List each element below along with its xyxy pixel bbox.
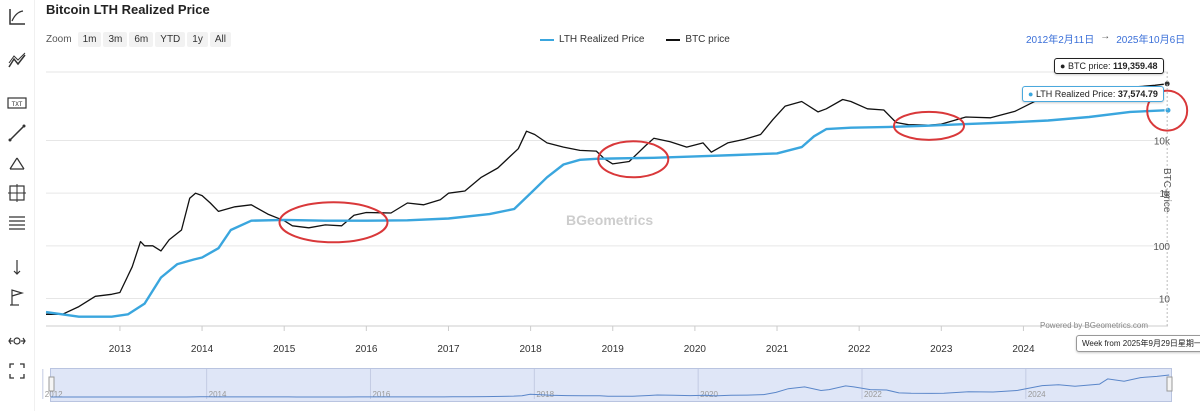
- zoom-3m-button[interactable]: 3m: [103, 32, 128, 47]
- legend-item-lth[interactable]: LTH Realized Price: [540, 34, 644, 45]
- btc-tooltip-value: 119,359.48: [1112, 61, 1158, 71]
- crosshair-icon[interactable]: [6, 182, 28, 204]
- axis-icon[interactable]: [6, 6, 28, 28]
- x-tick-label: 2015: [273, 344, 296, 355]
- zoom-bar: Zoom 1m 3m 6m YTD 1y All: [46, 32, 231, 47]
- btc-tooltip-label: BTC price:: [1067, 61, 1113, 71]
- zoom-label: Zoom: [46, 34, 72, 45]
- fullscreen-icon[interactable]: [6, 360, 28, 382]
- drawing-toolbar: TXT: [0, 0, 35, 411]
- watermark: BGeometrics: [566, 212, 654, 228]
- flag-icon[interactable]: [6, 286, 28, 308]
- date-from-input[interactable]: 2012年2月11日: [1026, 35, 1095, 46]
- x-tick-label: 2024: [1012, 344, 1035, 355]
- lth-realized-price-line: [45, 109, 1169, 318]
- lth-tooltip: ● LTH Realized Price: 37,574.79: [1022, 86, 1164, 102]
- chart-legend: LTH Realized Price BTC price: [540, 34, 730, 45]
- highlight-ellipse: [1146, 89, 1189, 132]
- credit-link[interactable]: Powered by BGeometrics.com: [1040, 321, 1149, 330]
- pitchfork-icon[interactable]: [6, 154, 28, 176]
- zoom-ytd-button[interactable]: YTD: [155, 32, 186, 47]
- y-tick-label: 100: [1153, 242, 1170, 253]
- x-tick-label: 2023: [930, 344, 953, 355]
- week-tooltip: Week from 2025年9月29日星期一: [1076, 335, 1200, 352]
- x-tick-label: 2020: [684, 344, 707, 355]
- y-tick-label: 1k: [1159, 189, 1171, 200]
- legend-btc-label: BTC price: [685, 34, 730, 45]
- y-tick-label: 10k: [1154, 137, 1171, 148]
- x-tick-label: 2018: [519, 344, 542, 355]
- zoom-6m-button[interactable]: 6m: [129, 32, 154, 47]
- date-range: 2012年2月11日 → 2025年10月6日: [1026, 31, 1185, 46]
- highlight-ellipse: [892, 110, 965, 141]
- legend-item-btc[interactable]: BTC price: [666, 34, 730, 45]
- x-tick-label: 2019: [602, 344, 625, 355]
- navigator[interactable]: [50, 368, 1172, 402]
- highlight-ellipse: [278, 201, 389, 244]
- fib-grid-icon[interactable]: [6, 212, 28, 234]
- lth-last-point: [1164, 106, 1172, 114]
- date-to-input[interactable]: 2025年10月6日: [1116, 35, 1186, 46]
- x-tick-label: 2022: [848, 344, 871, 355]
- zoom-1m-button[interactable]: 1m: [77, 32, 102, 47]
- highlight-ellipse: [597, 140, 670, 179]
- settings-scale-icon[interactable]: [6, 330, 28, 352]
- measure-icon[interactable]: [6, 256, 28, 278]
- btc-tooltip: ● BTC price: 119,359.48: [1054, 58, 1164, 74]
- btc-price-line: [46, 83, 1168, 315]
- y-tick-label: 10: [1159, 294, 1171, 305]
- y-axis-title: BTC price: [1161, 168, 1172, 213]
- legend-lth-label: LTH Realized Price: [559, 34, 645, 45]
- svg-text:TXT: TXT: [12, 101, 23, 108]
- lth-swatch: [540, 38, 554, 41]
- chart-title: Bitcoin LTH Realized Price: [46, 2, 210, 17]
- zoom-1y-button[interactable]: 1y: [187, 32, 208, 47]
- line-tool-icon[interactable]: [6, 122, 28, 144]
- x-tick-label: 2021: [766, 344, 789, 355]
- btc-swatch: [666, 38, 681, 41]
- line-trend-icon[interactable]: [6, 50, 28, 72]
- x-tick-label: 2014: [191, 344, 214, 355]
- lth-tooltip-label: LTH Realized Price:: [1035, 89, 1118, 99]
- lth-tooltip-value: 37,574.79: [1117, 89, 1158, 99]
- x-tick-label: 2017: [437, 344, 460, 355]
- x-tick-label: 2016: [355, 344, 378, 355]
- x-tick-label: 2013: [109, 344, 132, 355]
- zoom-all-button[interactable]: All: [209, 32, 231, 47]
- date-arrow: →: [1100, 31, 1111, 42]
- text-tool-icon[interactable]: TXT: [6, 92, 28, 114]
